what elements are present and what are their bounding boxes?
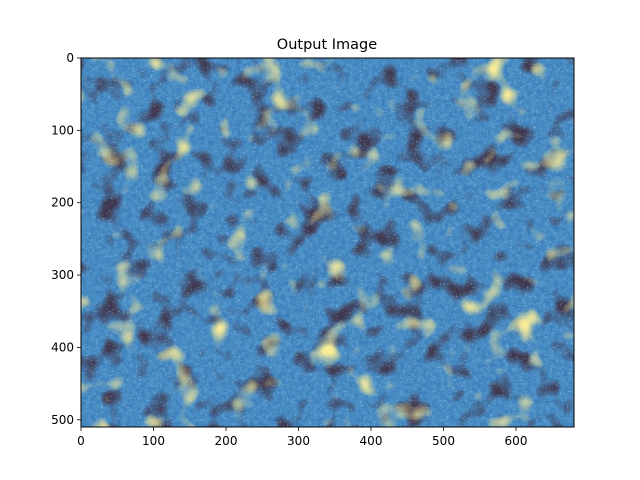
x-tick-label: 600 (505, 434, 528, 448)
output-image (81, 58, 574, 427)
x-tick-label: 100 (142, 434, 165, 448)
x-axis-ticks: 0 100 200 300 400 500 600 (77, 427, 527, 448)
figure-title: Output Image (277, 37, 377, 53)
y-tick-label: 100 (51, 123, 74, 137)
y-tick-label: 200 (51, 196, 74, 210)
x-tick-label: 300 (287, 434, 310, 448)
x-tick-label: 200 (215, 434, 238, 448)
y-axis-ticks: 0 100 200 300 400 500 (51, 51, 81, 427)
x-tick-label: 500 (432, 434, 455, 448)
y-tick-label: 500 (51, 413, 74, 427)
y-tick-label: 400 (51, 340, 74, 354)
y-tick-label: 300 (51, 268, 74, 282)
axes-frame (80, 57, 575, 428)
x-tick-label: 400 (360, 434, 383, 448)
y-tick-label: 0 (66, 51, 74, 65)
image-speckle (81, 58, 574, 427)
x-tick-label: 0 (77, 434, 85, 448)
